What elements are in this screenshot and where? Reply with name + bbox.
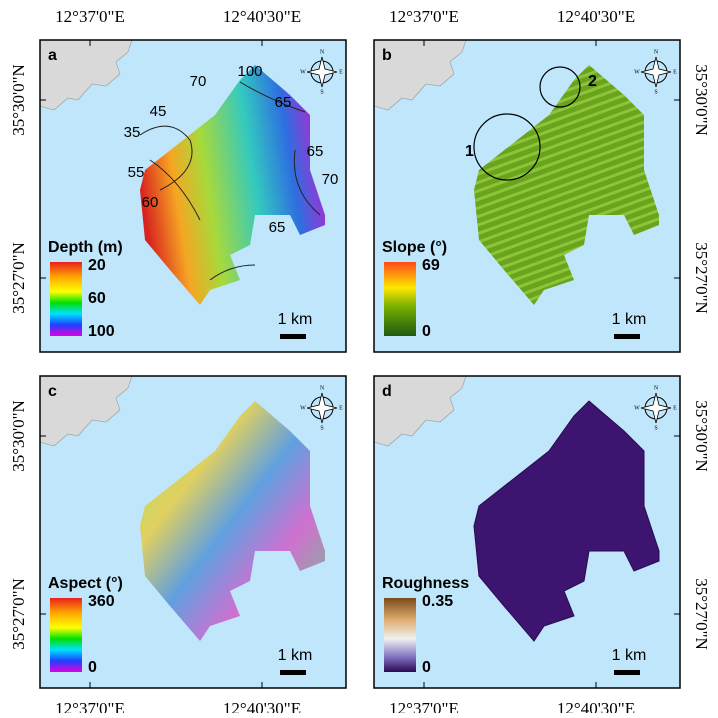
legend-label: 0 [88,659,97,676]
scale-bar [280,670,306,675]
legend-label: 0 [422,323,431,340]
legend-label: 69 [422,257,440,274]
lon-label: 12°37'0"E [389,7,459,26]
legend-label: 0 [422,659,431,676]
compass-letter: N [654,49,659,55]
legend-label: 20 [88,257,106,274]
panel-letter: a [48,47,57,64]
scale-label: 1 km [278,311,313,328]
contour-label: 65 [275,94,292,111]
compass-letter: S [320,425,323,431]
lon-label: 12°40'30"E [557,7,635,26]
scale-bar [614,334,640,339]
compass-letter: N [654,385,659,391]
panel-letter: c [48,383,57,400]
scale-label: 1 km [612,311,647,328]
legend-title: Slope (°) [382,239,447,256]
contour-label: 35 [124,124,141,141]
lon-label: 12°37'0"E [389,699,459,713]
lon-label: 12°37'0"E [55,699,125,713]
legend-label: 360 [88,593,115,610]
panel-letter: b [382,47,392,64]
legend-ramp [50,598,82,672]
lat-label: 35°30'0"N [9,400,28,472]
legend-label: 0.35 [422,593,453,610]
circle-label: 1 [465,143,474,160]
scale-bar [280,334,306,339]
map-panel: b N E S W Slope (°)69 0 1 km 1 2 12°37'0"E 12°40'30… [374,7,711,352]
lon-label: 12°40'30"E [557,699,635,713]
compass-letter: W [634,69,640,75]
contour-label: 45 [150,103,167,120]
legend-ramp [384,598,416,672]
lon-label: 12°40'30"E [223,7,301,26]
lat-label: 35°30'0"N [9,64,28,136]
compass-letter: E [339,69,343,75]
legend-label: 100 [88,323,115,340]
compass-letter: N [320,49,325,55]
legend-title: Aspect (°) [48,575,123,592]
lat-label: 35°30'0"N [692,400,711,472]
compass-letter: W [300,405,306,411]
contour-label: 70 [190,73,207,90]
compass-letter: E [673,405,677,411]
lat-label: 35°27'0"N [9,242,28,314]
contour-label: 70 [322,171,339,188]
contour-label: 65 [307,143,324,160]
figure: aNESWDepth (m)20601001 km100704535556065… [0,0,718,713]
compass-letter: S [654,89,657,95]
circle-label: 2 [588,73,597,90]
compass-letter: W [634,405,640,411]
panel-letter: d [382,383,392,400]
contour-label: 60 [142,194,159,211]
compass-letter: E [673,69,677,75]
lon-label: 12°37'0"E [55,7,125,26]
contour-label: 100 [237,63,262,80]
map-panel: a N E S W Depth (m)20 60 100 1 km 100 70 45 35 55 60 65… [9,7,346,352]
scale-label: 1 km [278,647,313,664]
lat-label: 35°27'0"N [692,242,711,314]
compass-letter: S [320,89,323,95]
legend-title: Roughness [382,575,469,592]
scale-bar [614,670,640,675]
lat-label: 35°27'0"N [692,578,711,650]
contour-label: 55 [128,164,145,181]
legend-label: 60 [88,290,106,307]
lat-label: 35°27'0"N [9,578,28,650]
compass-letter: E [339,405,343,411]
compass-letter: N [320,385,325,391]
legend-title: Depth (m) [48,239,123,256]
compass-letter: W [300,69,306,75]
legend-ramp [50,262,82,336]
map-panel: c N E S W Aspect (°)360 0 1 km 12°37'0"E 12°40'30… [9,376,346,713]
lon-label: 12°40'30"E [223,699,301,713]
compass-letter: S [654,425,657,431]
legend-ramp [384,262,416,336]
lat-label: 35°30'0"N [692,64,711,136]
scale-label: 1 km [612,647,647,664]
contour-label: 65 [269,219,286,236]
